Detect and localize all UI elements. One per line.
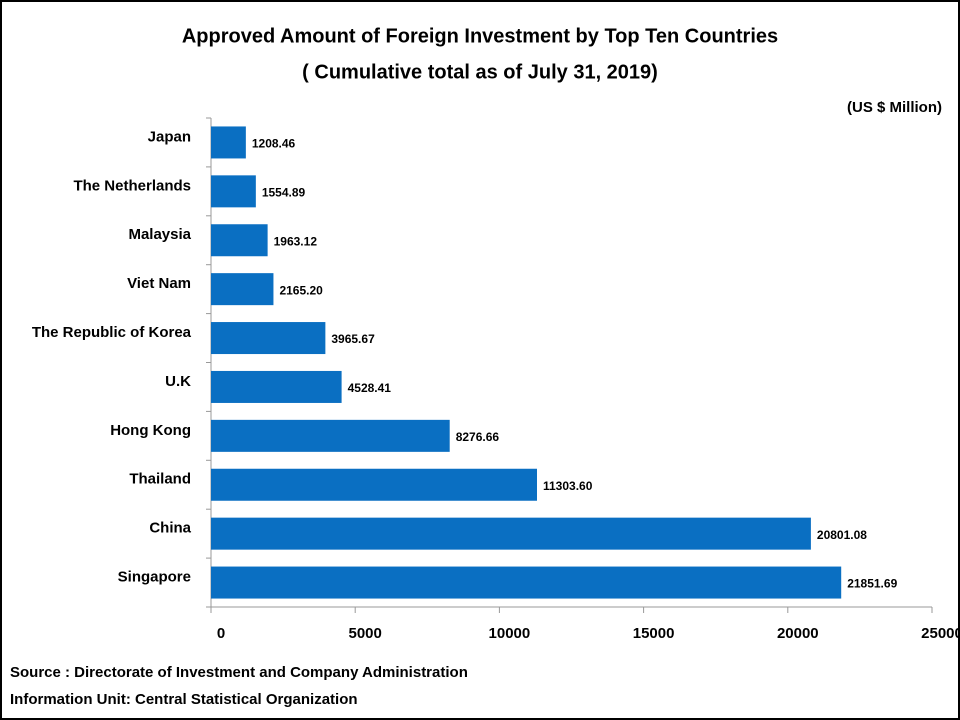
source-note: Source : Directorate of Investment and C… [10, 664, 468, 681]
bar [211, 566, 842, 599]
value-label: 11303.60 [543, 479, 593, 493]
x-tick-label: 25000 [921, 625, 960, 642]
bar [211, 468, 537, 501]
bar [211, 224, 268, 257]
value-label: 2165.20 [279, 283, 323, 297]
value-label: 1208.46 [252, 137, 296, 151]
value-label: 1963.12 [274, 234, 318, 248]
bar [211, 175, 256, 208]
value-label: 1554.89 [262, 186, 306, 200]
bar [211, 419, 450, 452]
x-tick-label: 15000 [633, 625, 675, 642]
x-tick-label: 10000 [489, 625, 531, 642]
x-tick-label: 20000 [777, 625, 819, 642]
y-tick-label: Hong Kong [110, 422, 191, 439]
value-label: 21851.69 [847, 577, 897, 591]
y-tick-label: Viet Nam [127, 275, 191, 292]
bar [211, 273, 274, 306]
y-tick-label: Thailand [129, 471, 191, 488]
x-tick-label: 0 [217, 625, 225, 642]
chart-title: Approved Amount of Foreign Investment by… [182, 25, 778, 47]
value-label: 3965.67 [331, 332, 375, 346]
x-tick-label: 5000 [349, 625, 382, 642]
chart-subtitle: ( Cumulative total as of July 31, 2019) [302, 61, 658, 83]
bar [211, 322, 326, 355]
value-label: 4528.41 [348, 381, 392, 395]
bar [211, 370, 342, 403]
value-label: 20801.08 [817, 528, 867, 542]
bar [211, 126, 246, 159]
y-tick-label: Singapore [118, 569, 191, 586]
y-tick-label: U.K [165, 373, 191, 390]
y-tick-label: Japan [148, 128, 191, 145]
y-tick-label: The Netherlands [73, 177, 191, 194]
unit-label: (US $ Million) [847, 99, 942, 116]
y-tick-label: China [149, 520, 191, 537]
bar [211, 517, 811, 550]
value-label: 8276.66 [456, 430, 500, 444]
y-tick-label: The Republic of Korea [32, 324, 192, 341]
y-tick-label: Malaysia [128, 226, 191, 243]
info-note: Information Unit: Central Statistical Or… [10, 691, 358, 708]
